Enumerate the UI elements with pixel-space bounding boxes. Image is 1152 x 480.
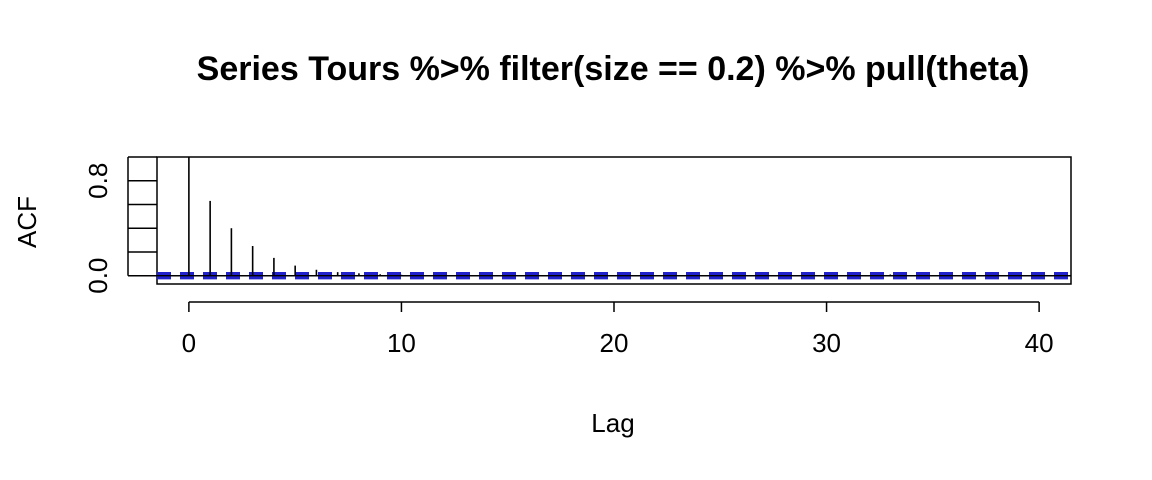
- y-tick-label: 0.0: [83, 258, 113, 294]
- y-axis-label: ACF: [12, 196, 42, 248]
- y-tick-label: 0.8: [83, 163, 113, 199]
- plot-area: 0 10 20 30 40 0.0 0.8: [83, 156, 1072, 358]
- x-tick-label: 40: [1025, 328, 1054, 358]
- x-tick-label: 20: [600, 328, 629, 358]
- x-tick-label: 10: [387, 328, 416, 358]
- x-tick-label: 30: [812, 328, 841, 358]
- x-tick-label: 0: [182, 328, 196, 358]
- x-axis-label: Lag: [591, 408, 634, 438]
- chart-title: Series Tours %>% filter(size == 0.2) %>%…: [197, 50, 1030, 88]
- plot-frame: [156, 156, 1072, 285]
